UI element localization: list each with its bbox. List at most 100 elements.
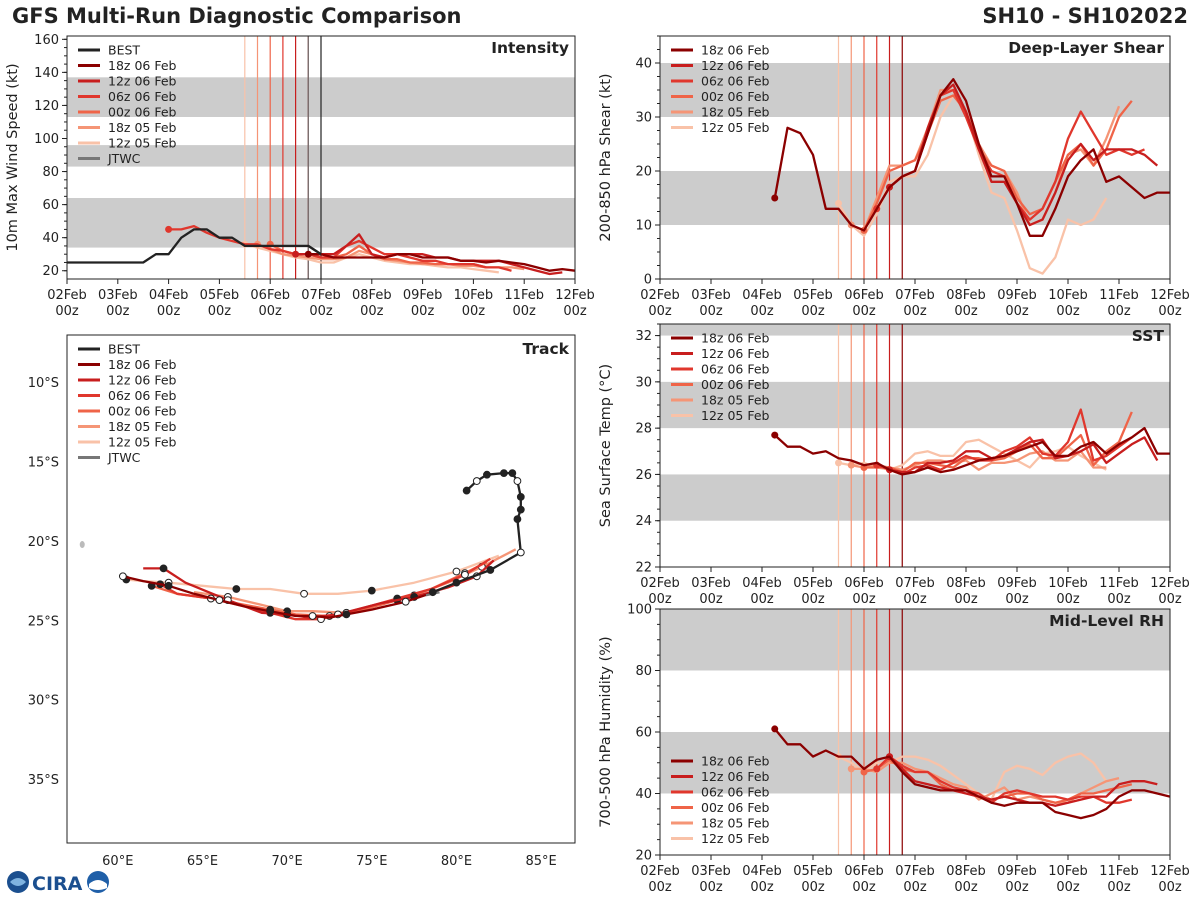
rh-xtick-sublabel: 00z — [852, 880, 876, 895]
intensity-xtick-sublabel: 00z — [513, 304, 537, 319]
intensity-ytick-label: 20 — [42, 264, 59, 279]
shear-xtick-sublabel: 00z — [699, 304, 723, 319]
track-marker-12z-05-feb — [232, 585, 241, 593]
shear-title: Deep-Layer Shear — [1008, 39, 1164, 57]
track-ytick-label: 35°S — [28, 773, 59, 788]
rh-xtick-sublabel: 00z — [750, 880, 774, 895]
sst-xtick-sublabel: 00z — [852, 592, 876, 607]
shear-ytick-label: 20 — [635, 165, 652, 180]
legend-label-12z-06-feb: 12z 06 Feb — [108, 373, 177, 388]
legend-label-00z-06-feb: 00z 06 Feb — [701, 800, 770, 815]
track-island-shape — [79, 541, 85, 549]
track-marker-best — [516, 505, 525, 514]
sst-ytick-label: 28 — [635, 422, 652, 437]
intensity-xtick-sublabel: 00z — [157, 304, 181, 319]
shear-ylabel: 200-850 hPa Shear (kt) — [598, 73, 614, 241]
cira-logo-text: CIRA — [32, 873, 83, 895]
shear-xtick-label: 10Feb — [1048, 288, 1088, 303]
rh-xtick-label: 03Feb — [691, 864, 731, 879]
shear-ytick-label: 0 — [644, 273, 652, 288]
track-marker-best — [483, 470, 491, 479]
shear-xtick-sublabel: 00z — [750, 304, 774, 319]
shear-series-18z-06-feb — [773, 78, 1170, 237]
rh-series-18z-06-feb — [773, 728, 1171, 820]
legend-label-18z-05-feb: 18z 05 Feb — [701, 105, 770, 120]
legend-label-jtwc: JTWC — [107, 450, 141, 465]
shear-xtick-sublabel: 00z — [903, 304, 927, 319]
legend-label-12z-05-feb: 12z 05 Feb — [108, 435, 177, 450]
shear-init-marker-18z-06-feb — [771, 194, 779, 202]
track-marker-18z-06-feb — [308, 612, 317, 620]
sst-xtick-sublabel: 00z — [1056, 592, 1080, 607]
rh-ytick-label: 20 — [635, 849, 652, 864]
sst-ytick-label: 32 — [635, 329, 652, 344]
rh-xtick-sublabel: 00z — [801, 880, 825, 895]
intensity-xtick-sublabel: 00z — [411, 304, 435, 319]
track-marker-best — [508, 469, 517, 478]
track-marker-best — [513, 515, 522, 524]
track-marker-12z-05-feb — [452, 567, 461, 576]
rh-init-marker-00z-06-feb — [860, 768, 868, 776]
track-marker-12z-06-feb — [159, 564, 168, 573]
track-marker-best — [516, 548, 525, 557]
intensity-xtick-label: 04Feb — [149, 288, 189, 303]
sst-xtick-label: 11Feb — [1099, 576, 1139, 591]
intensity-xtick-sublabel: 00z — [259, 304, 283, 319]
sst-xtick-label: 05Feb — [793, 576, 833, 591]
rh-xtick-sublabel: 00z — [699, 880, 723, 895]
rh-ytick-label: 40 — [635, 787, 652, 802]
shear-xtick-sublabel: 00z — [648, 304, 672, 319]
track-marker-18z-06-feb — [342, 610, 351, 619]
track-series-12z-05-feb — [126, 554, 500, 595]
shear-xtick-label: 05Feb — [793, 288, 833, 303]
rh-ytick-label: 60 — [635, 726, 652, 741]
intensity-xtick-sublabel: 00z — [462, 304, 486, 319]
sst-ytick-label: 24 — [635, 514, 652, 529]
rh-xtick-label: 02Feb — [640, 864, 680, 879]
shear-xtick-sublabel: 00z — [954, 304, 978, 319]
rh-xtick-label: 10Feb — [1048, 864, 1088, 879]
intensity-ytick-label: 120 — [34, 99, 59, 114]
legend-label-06z-06-feb: 06z 06 Feb — [701, 785, 770, 800]
rh-series-12z-06-feb — [888, 755, 1158, 807]
intensity-xtick-label: 12Feb — [555, 288, 595, 303]
intensity-xtick-label: 08Feb — [352, 288, 392, 303]
track-marker-best — [452, 578, 461, 587]
rh-xtick-sublabel: 00z — [903, 880, 927, 895]
track-marker-18z-06-feb — [164, 581, 173, 590]
intensity-series-06z-06-feb — [168, 224, 512, 272]
track-ytick-label: 10°S — [28, 376, 59, 391]
legend-label-18z-05-feb: 18z 05 Feb — [701, 393, 770, 408]
shear-xtick-label: 07Feb — [895, 288, 935, 303]
sst-xtick-sublabel: 00z — [1158, 592, 1182, 607]
sst-xtick-sublabel: 00z — [903, 592, 927, 607]
legend-label-18z-06-feb: 18z 06 Feb — [701, 331, 770, 346]
legend-label-12z-06-feb: 12z 06 Feb — [701, 58, 770, 73]
rh-ytick-label: 80 — [635, 664, 652, 679]
shear-ytick-label: 40 — [635, 57, 652, 72]
sst-xtick-label: 10Feb — [1048, 576, 1088, 591]
legend-label-12z-05-feb: 12z 05 Feb — [701, 408, 770, 423]
track-marker-best — [462, 486, 471, 495]
intensity-title: Intensity — [491, 39, 569, 57]
legend-label-18z-06-feb: 18z 06 Feb — [108, 357, 177, 372]
shear-xtick-sublabel: 00z — [1107, 304, 1131, 319]
legend-label-18z-05-feb: 18z 05 Feb — [701, 816, 770, 831]
track-ytick-label: 15°S — [28, 456, 59, 471]
rh-xtick-sublabel: 00z — [954, 880, 978, 895]
intensity-xtick-sublabel: 00z — [563, 304, 587, 319]
shear-xtick-label: 09Feb — [997, 288, 1037, 303]
sst-band-2 — [660, 324, 1170, 336]
legend-label-06z-06-feb: 06z 06 Feb — [108, 89, 177, 104]
panel-rh: 2040608010002Feb00z03Feb00z04Feb00z05Feb… — [598, 603, 1190, 896]
sst-ytick-label: 26 — [635, 468, 652, 483]
rh-xtick-sublabel: 00z — [1005, 880, 1029, 895]
intensity-series-12z-06-feb — [295, 233, 563, 276]
shear-xtick-sublabel: 00z — [1158, 304, 1182, 319]
legend-label-12z-06-feb: 12z 06 Feb — [701, 346, 770, 361]
figure-title: GFS Multi-Run Diagnostic Comparison — [12, 4, 462, 28]
intensity-xtick-sublabel: 00z — [309, 304, 333, 319]
sst-xtick-sublabel: 00z — [954, 592, 978, 607]
track-xtick-label: 65°E — [187, 854, 218, 869]
track-marker-best — [513, 477, 522, 485]
